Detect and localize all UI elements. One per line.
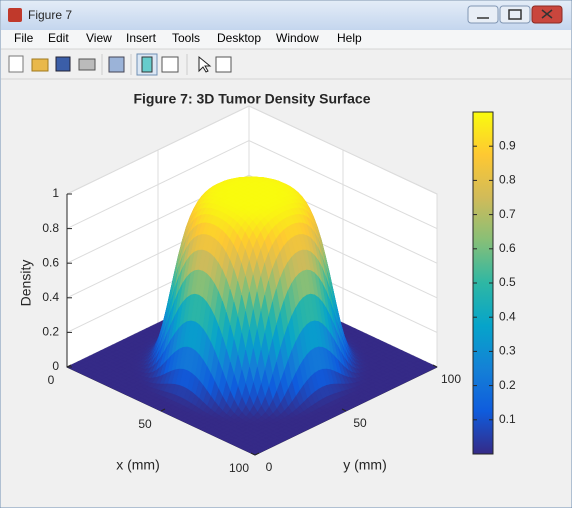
maximize-button[interactable]: [499, 5, 531, 24]
y-tick-label: 0: [266, 460, 273, 474]
colorbar-tick-label: 0.9: [499, 138, 516, 152]
x-tick-label: 50: [138, 417, 152, 431]
y-tick-label: 100: [441, 372, 461, 386]
menu-item[interactable]: Edit: [48, 31, 69, 45]
toolbar: [8, 53, 232, 76]
z-tick-label: 0: [52, 359, 59, 373]
menu-item[interactable]: Desktop: [217, 31, 261, 45]
x-tick-label: 100: [229, 461, 249, 475]
x-tick: [160, 408, 166, 412]
app-icon: [8, 8, 22, 22]
menu-bar: [1, 30, 571, 49]
z-tick-label: 0.8: [42, 221, 59, 235]
pointer-icon[interactable]: [198, 55, 212, 73]
colorbar-tick-label: 0.6: [499, 241, 516, 255]
menu-items: File Edit View Insert Tools Desktop Window Help: [14, 31, 362, 45]
y-tick: [250, 452, 256, 456]
colorbar-tick-label: 0.3: [499, 344, 516, 358]
x-axis-label: x (mm): [116, 457, 160, 473]
window-title: Figure 7: [28, 8, 72, 22]
colorbar-icon: [141, 56, 153, 73]
z-tick-label: 0.6: [42, 255, 59, 269]
menu-item[interactable]: View: [86, 31, 112, 45]
colorbar-tick-label: 0.2: [499, 378, 516, 392]
grid-line: [248, 105, 438, 195]
z-axis-label: Density: [18, 260, 34, 307]
z-tick-label: 0.2: [42, 325, 59, 339]
x-tick: [254, 452, 260, 456]
menu-item[interactable]: File: [14, 31, 34, 45]
y-tick-label: 50: [353, 416, 367, 430]
z-tick-label: 0.4: [42, 290, 59, 304]
link-icon[interactable]: [108, 56, 125, 73]
legend-icon[interactable]: [161, 56, 179, 73]
chart-title: Figure 7: 3D Tumor Density Surface: [133, 91, 370, 107]
axes: 0 0.2 0.4 0.6 0.8 1 0 50 100 0 50 100 x (mm) y (mm) De…: [18, 105, 516, 475]
surface: [66, 176, 438, 456]
y-tick: [432, 364, 438, 368]
save-icon[interactable]: [55, 56, 71, 72]
grid-line: [248, 140, 438, 230]
grid-line: [66, 140, 250, 230]
colorbar-tick-label: 0.4: [499, 309, 516, 323]
new-icon[interactable]: [8, 55, 24, 73]
menu-item[interactable]: Insert: [126, 31, 157, 45]
colorbar-tick-label: 0.7: [499, 207, 516, 221]
x-tick-label: 0: [48, 373, 55, 387]
y-axis-label: y (mm): [343, 457, 387, 473]
colorbar-tick-label: 0.1: [499, 412, 516, 426]
open-icon[interactable]: [31, 58, 49, 72]
menu-item[interactable]: Tools: [172, 31, 200, 45]
menu-item[interactable]: Window: [276, 31, 319, 45]
minimize-button[interactable]: [467, 5, 499, 24]
menu-item[interactable]: Help: [337, 31, 362, 45]
window-button-icons: [477, 9, 553, 20]
x-tick: [66, 364, 72, 368]
y-tick: [341, 408, 347, 412]
colorbar-tick-label: 0.5: [499, 275, 516, 289]
colorbar-tick-label: 0.8: [499, 173, 516, 187]
z-tick-label: 1: [52, 186, 59, 200]
property-icon[interactable]: [215, 56, 232, 73]
print-icon[interactable]: [78, 58, 96, 71]
grid-line: [66, 105, 250, 195]
